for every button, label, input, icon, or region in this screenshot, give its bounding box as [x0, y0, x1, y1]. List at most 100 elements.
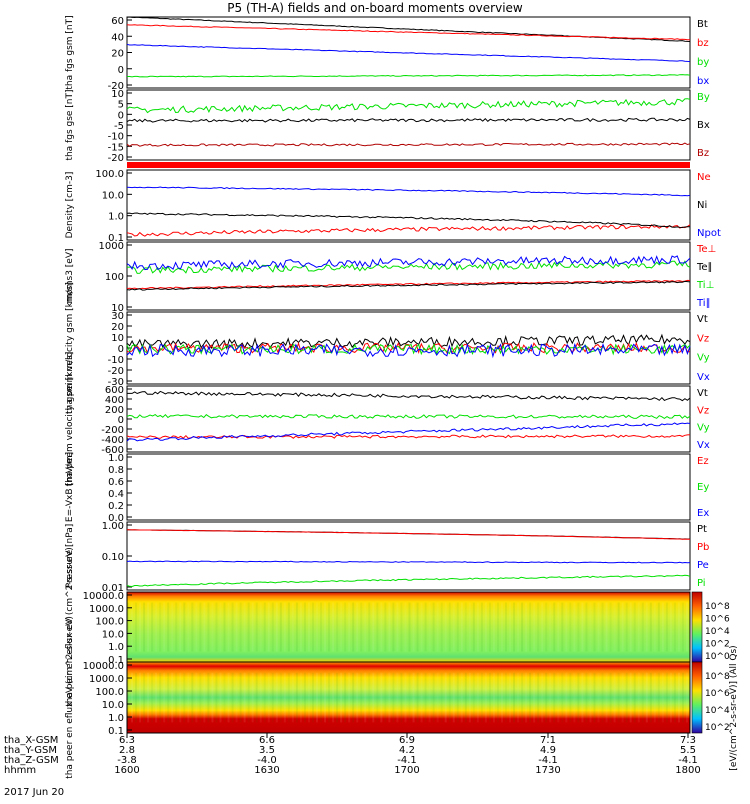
- spectrogram-stripe: [167, 672, 170, 723]
- spectrogram-stripe: [533, 602, 536, 652]
- spectrogram-stripe: [392, 672, 395, 723]
- spectrogram-stripe: [460, 602, 463, 652]
- spectrogram-stripe: [392, 602, 395, 652]
- spectrogram-stripe: [649, 602, 652, 652]
- series-Te⊥: [126, 279, 691, 290]
- series-Ne: [126, 224, 691, 237]
- colorbar-tick: 10^0: [705, 652, 730, 662]
- y-tick-label: 60: [111, 16, 124, 27]
- legend-by: by: [697, 57, 709, 68]
- spectrogram-stripe: [127, 602, 129, 652]
- y-tick-label: -5: [114, 121, 124, 132]
- spectrogram-stripe: [589, 672, 592, 723]
- spectrogram-stripe: [139, 602, 142, 652]
- y-tick-label: 0: [118, 110, 124, 121]
- series-Vz: [126, 434, 691, 439]
- spectrogram-stripe: [448, 672, 451, 723]
- spectrogram-stripe: [299, 602, 302, 652]
- spectrogram-stripe: [541, 602, 544, 652]
- spectrogram-stripe: [155, 672, 158, 723]
- y-axis-label: tha fgs gsm [nT]: [65, 15, 75, 89]
- spectrogram-stripe: [464, 672, 467, 723]
- colorbar-9: [691, 591, 703, 663]
- spectrogram-stripe: [589, 602, 592, 652]
- legend-Vy: Vy: [697, 353, 710, 364]
- spectrogram-stripe: [207, 672, 210, 723]
- panel-7: 1.00.80.60.40.20.0 E=-VxB [mV/m] Ez Ey Ex: [65, 452, 709, 524]
- panel-3: 100.0 10.0 1.0 0.1 Density [cm-3] Ne Ni Npot: [65, 169, 721, 244]
- spectrogram-stripe: [521, 672, 524, 723]
- spectrogram-stripe: [420, 672, 423, 723]
- y-axis-label: E=-VxB [mV/m]: [65, 452, 75, 522]
- y-tick-label: 100: [105, 272, 124, 283]
- spectrogram-stripe: [480, 602, 483, 652]
- panel-frame: [126, 89, 691, 161]
- spectrogram-9: [127, 592, 690, 662]
- legend-Pi: Pi: [697, 578, 706, 589]
- spectrogram-stripe: [629, 602, 632, 652]
- y-tick-label: -30: [108, 377, 124, 388]
- spectrogram-stripe: [549, 672, 552, 723]
- spectrogram-stripe: [404, 602, 407, 652]
- y-tick-label: 10: [111, 303, 124, 314]
- spectrogram-stripe: [215, 602, 218, 652]
- y-tick-label: -10: [108, 132, 124, 143]
- spectrogram-stripe: [179, 602, 182, 652]
- series-Ti⊥: [126, 260, 691, 274]
- spectrogram-stripe: [207, 602, 210, 652]
- legend-Vt: Vt: [697, 314, 708, 325]
- spectrogram-stripe: [637, 672, 640, 723]
- y-tick-label: 0.10: [102, 552, 124, 563]
- spectrogram-stripe: [175, 602, 178, 652]
- spectrogram-stripe: [561, 602, 564, 652]
- colorbar-tick: 10^4: [705, 627, 730, 637]
- series-bz: [126, 24, 691, 41]
- spectrogram-stripe: [488, 602, 491, 652]
- spectrogram-stripe: [573, 602, 576, 652]
- spectrogram-stripe: [195, 672, 198, 723]
- spectrogram-stripe: [593, 602, 596, 652]
- legend-Ti⊥: Ti⊥: [696, 280, 714, 291]
- spectrogram-stripe: [525, 602, 528, 652]
- spectrogram-stripe: [211, 602, 214, 652]
- y-tick-label: 20: [111, 322, 124, 333]
- y-tick-label: 0.1: [108, 233, 124, 244]
- plot-title: P5 (TH-A) fields and on-board moments ov…: [227, 1, 523, 15]
- spectrogram-stripe: [681, 602, 684, 652]
- spectrogram-stripe: [416, 602, 419, 652]
- spectrogram-stripe: [199, 672, 202, 723]
- y-tick-label: 1.0: [108, 212, 124, 223]
- spectrogram-stripe: [295, 602, 298, 652]
- spectrogram-stripe: [408, 602, 411, 652]
- spectrogram-stripe: [283, 602, 286, 652]
- spectrogram-stripe: [428, 602, 431, 652]
- spectrogram-10: [127, 662, 690, 733]
- spectrogram-stripe: [336, 602, 339, 652]
- spectrogram-stripe: [476, 602, 479, 652]
- spectrogram-stripe: [275, 672, 278, 723]
- spectrogram-stripe: [424, 602, 427, 652]
- spectrogram-stripe: [456, 602, 459, 652]
- spectrogram-stripe: [171, 602, 174, 652]
- spectrogram-stripe: [613, 672, 616, 723]
- spectrogram-stripe: [480, 672, 483, 723]
- colorbar-label: [eV/(cm^2-s-sr-eV)] (All Qs): [729, 645, 739, 770]
- footer-value: -3.8: [117, 755, 137, 766]
- spectrogram-stripe: [328, 672, 331, 723]
- spectrogram-stripe: [685, 672, 688, 723]
- series-Pi: [126, 574, 691, 588]
- spectrogram-stripe: [400, 602, 403, 652]
- footer-value: 4.9: [540, 745, 556, 756]
- legend-Bz: Bz: [697, 148, 709, 159]
- spectrogram-stripe: [669, 602, 672, 652]
- spectrogram-stripe: [340, 672, 343, 723]
- spectrogram-stripe: [581, 672, 584, 723]
- panel-frame: [126, 453, 691, 521]
- spectrogram-stripe: [372, 602, 375, 652]
- y-axis-label: tha peim velocity gsm [km/s]: [65, 282, 75, 414]
- footer-value: 6.3: [119, 735, 135, 746]
- spectrogram-stripe: [669, 672, 672, 723]
- spectrogram-stripe: [456, 672, 459, 723]
- spectrogram-stripe: [384, 602, 387, 652]
